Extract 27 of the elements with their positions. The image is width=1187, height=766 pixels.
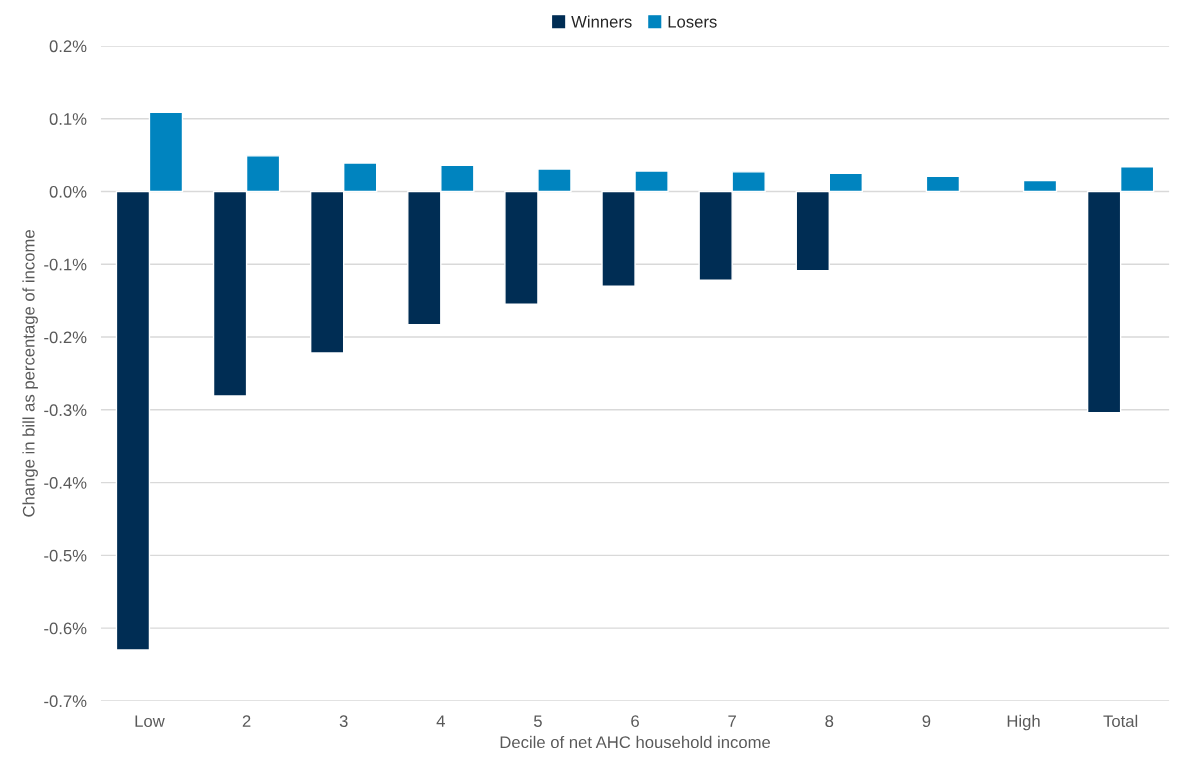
x-tick-label: 3 xyxy=(339,715,348,728)
x-axis-title: Decile of net AHC household income xyxy=(500,735,771,749)
x-tick-label: High xyxy=(1007,714,1040,731)
y-tick-label: -0.4% xyxy=(44,476,87,489)
y-tick-label: -0.7% xyxy=(44,695,87,708)
x-tick-label: 8 xyxy=(825,715,834,728)
y-tick-label: -0.6% xyxy=(44,622,87,635)
y-axis-title: Change in bill as percentage of income xyxy=(22,230,38,517)
x-tick-label: 7 xyxy=(728,715,736,727)
y-tick-label: 0.2% xyxy=(49,40,87,53)
y-tick-label: 0.1% xyxy=(49,113,87,125)
x-tick-label: 9 xyxy=(922,715,931,728)
y-tick-label: -0.3% xyxy=(44,404,87,417)
y-tick-label: -0.2% xyxy=(44,331,87,344)
x-tick-label: 6 xyxy=(631,715,639,728)
x-tick-label: Low xyxy=(135,715,165,728)
bar xyxy=(925,175,961,193)
bar xyxy=(1022,179,1058,193)
y-tick-label: 0.0% xyxy=(49,185,87,198)
x-tick-label: 5 xyxy=(533,715,542,728)
x-tick-label: 4 xyxy=(436,715,445,727)
x-tick-label: 2 xyxy=(242,715,251,727)
y-tick-label: -0.5% xyxy=(44,549,87,562)
x-tick-label: Total xyxy=(1103,714,1138,728)
y-tick-label: -0.1% xyxy=(44,258,87,271)
legend-label: Losers xyxy=(668,16,717,28)
legend-label: Winners xyxy=(571,15,632,28)
